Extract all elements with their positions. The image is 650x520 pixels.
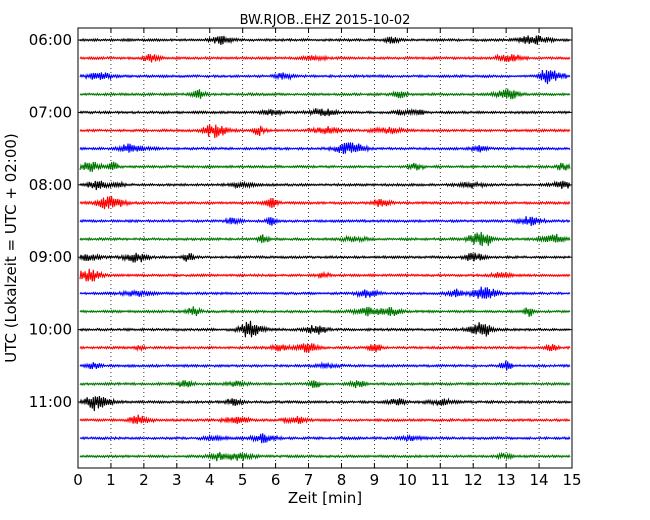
y-ticks: 06:00 07:00 08:00 09:00 10:00 11:00 bbox=[29, 31, 572, 411]
x-ticks: 0 1 2 3 4 5 6 7 8 9 10 11 12 13 14 15 bbox=[73, 28, 582, 489]
seismic-trace bbox=[79, 268, 571, 282]
x-tick-label: 4 bbox=[205, 471, 215, 489]
x-tick-label: 11 bbox=[431, 471, 450, 489]
y-tick-label: 08:00 bbox=[29, 176, 72, 194]
y-tick-label: 06:00 bbox=[29, 31, 72, 49]
seismic-trace bbox=[79, 142, 571, 154]
seismic-trace bbox=[79, 180, 571, 191]
x-tick-label: 8 bbox=[337, 471, 347, 489]
traces bbox=[79, 35, 571, 462]
seismic-trace bbox=[79, 231, 571, 247]
y-tick-label: 09:00 bbox=[29, 248, 72, 266]
x-tick-label: 9 bbox=[370, 471, 380, 489]
x-tick-label: 15 bbox=[562, 471, 581, 489]
seismic-trace bbox=[79, 35, 571, 45]
x-tick-label: 14 bbox=[530, 471, 549, 489]
plot-frame bbox=[77, 27, 573, 469]
seismic-trace bbox=[79, 53, 571, 63]
x-tick-label: 2 bbox=[139, 471, 149, 489]
x-tick-label: 13 bbox=[497, 471, 516, 489]
seismic-trace bbox=[79, 433, 571, 444]
seismic-trace bbox=[79, 216, 571, 227]
x-tick-label: 12 bbox=[464, 471, 483, 489]
x-tick-label: 3 bbox=[172, 471, 182, 489]
y-axis-label: UTC (Lokalzeit = UTC + 02:00) bbox=[2, 133, 20, 363]
seismic-trace bbox=[79, 320, 571, 338]
x-tick-label: 10 bbox=[398, 471, 417, 489]
x-grid bbox=[110, 28, 540, 468]
seismic-trace bbox=[79, 395, 571, 412]
seismic-trace bbox=[79, 88, 571, 100]
x-axis-label: Zeit [min] bbox=[288, 489, 362, 507]
x-tick-label: 1 bbox=[106, 471, 116, 489]
seismic-trace bbox=[79, 286, 571, 299]
y-tick-label: 07:00 bbox=[29, 103, 72, 121]
x-tick-label: 7 bbox=[304, 471, 314, 489]
y-tick-label: 10:00 bbox=[29, 321, 72, 339]
seismic-trace bbox=[79, 252, 571, 263]
x-tick-label: 0 bbox=[73, 471, 83, 489]
x-tick-label: 6 bbox=[271, 471, 281, 489]
seismic-trace bbox=[79, 379, 571, 389]
seismic-trace bbox=[79, 343, 571, 353]
seismic-trace bbox=[79, 195, 571, 210]
seismic-trace bbox=[79, 70, 571, 85]
chart-title: BW.RJOB..EHZ 2015-10-02 bbox=[240, 13, 411, 28]
y-tick-label: 11:00 bbox=[29, 393, 72, 411]
x-tick-label: 5 bbox=[238, 471, 248, 489]
seismic-trace bbox=[79, 360, 571, 371]
seismic-trace bbox=[79, 306, 571, 317]
seismic-trace bbox=[79, 161, 571, 172]
seismic-trace bbox=[79, 124, 571, 139]
seismic-trace bbox=[79, 451, 571, 462]
seismic-trace bbox=[79, 107, 571, 117]
seismic-trace bbox=[79, 414, 571, 425]
